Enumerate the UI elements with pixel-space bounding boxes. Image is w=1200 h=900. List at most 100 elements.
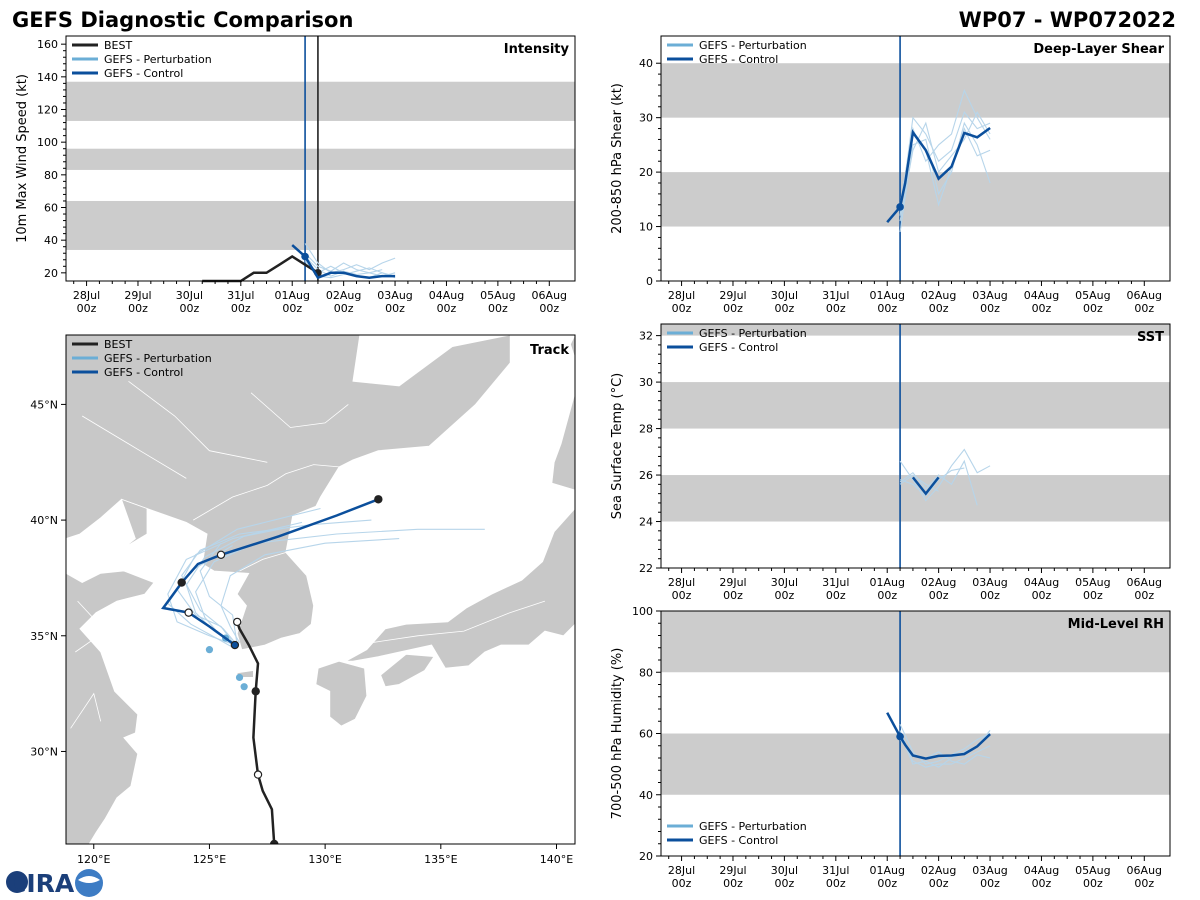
threshold-band (66, 200, 575, 250)
x-tick-label-date: 01Aug (869, 576, 904, 589)
control-track-marker (184, 608, 193, 617)
threshold-band (661, 733, 1170, 795)
province-border (192, 464, 340, 521)
legend-label: GEFS - Control (104, 366, 183, 379)
x-tick-label-hour: 00z (1134, 877, 1154, 890)
x-tick-label-hour: 00z (877, 877, 897, 890)
control-marker (896, 732, 904, 741)
x-tick-label-date: 05Aug (1075, 864, 1110, 877)
x-tick-label-date: 06Aug (1127, 576, 1162, 589)
best-track-marker (253, 770, 263, 779)
perturbation-track-line (167, 521, 303, 646)
perturbation-member-line (899, 121, 991, 233)
legend-label: GEFS - Perturbation (699, 327, 807, 340)
control-track-marker (374, 495, 383, 504)
legend-label: GEFS - Control (699, 834, 778, 847)
sst-panel: 22242628303228Jul00z29Jul00z30Jul00z31Ju… (610, 323, 1171, 602)
perturbation-position-marker (205, 646, 214, 654)
x-tick-label-hour: 00z (1134, 589, 1154, 602)
figure-title-left: GEFS Diagnostic Comparison (12, 8, 353, 32)
figure-title-right: WP07 - WP072022 (959, 8, 1176, 32)
x-tick-label-date: 31Jul (822, 864, 849, 877)
x-tick-label-date: 02Aug (921, 864, 956, 877)
y-tick-label: 20 (44, 267, 58, 280)
map-layer (66, 335, 575, 844)
x-tick-label-hour: 00z (1032, 302, 1052, 315)
x-tick-label-hour: 00z (1032, 877, 1052, 890)
x-tick-label-date: 04Aug (1024, 576, 1059, 589)
y-tick-label: 40 (44, 234, 58, 247)
control-track-marker (216, 550, 226, 559)
x-tick-label-date: 03Aug (972, 289, 1007, 302)
x-tick-label-hour: 00z (775, 302, 795, 315)
x-tick-label-hour: 00z (826, 302, 846, 315)
x-tick-label-hour: 00z (1083, 877, 1103, 890)
y-tick-label: 0 (646, 275, 653, 288)
x-tick-label-date: 29Jul (124, 289, 151, 302)
y-tick-label: 35°N (30, 630, 58, 643)
x-tick-label-hour: 00z (826, 877, 846, 890)
province-border (250, 392, 349, 428)
x-tick-label-hour: 00z (488, 302, 508, 315)
x-tick-label-hour: 00z (128, 302, 148, 315)
y-tick-label: 30 (639, 112, 653, 125)
x-tick-label-date: 06Aug (1127, 864, 1162, 877)
y-tick-label: 10 (639, 221, 653, 234)
x-tick-label-hour: 00z (1134, 302, 1154, 315)
x-tick-label-hour: 00z (877, 302, 897, 315)
cira-logo: CIRA (6, 869, 103, 898)
province-border (70, 692, 102, 729)
legend-label: GEFS - Perturbation (699, 39, 807, 52)
province-border (239, 552, 286, 572)
y-tick-label: 120 (37, 104, 58, 117)
y-axis-label: 700-500 hPa Humidity (%) (610, 648, 625, 820)
x-tick-label-hour: 00z (282, 302, 302, 315)
perturbation-member-line (899, 111, 991, 222)
y-tick-label: 80 (639, 666, 653, 679)
y-tick-label: 160 (37, 38, 58, 51)
threshold-band (661, 324, 1170, 336)
x-tick-label-date: 06Aug (1127, 289, 1162, 302)
rh-panel: 2040608010028Jul00z29Jul00z30Jul00z31Jul… (610, 605, 1171, 890)
legend-label: GEFS - Control (699, 53, 778, 66)
perturbation-position-marker (235, 673, 244, 682)
control-track-line (161, 498, 379, 647)
best-track-marker (251, 687, 260, 696)
threshold-band (661, 172, 1170, 227)
perturbation-member-line (304, 243, 396, 274)
x-tick-label-hour: 00z (1083, 589, 1103, 602)
track-panel: 120°E 125°E 130°E 135°E 140°E 30°N 35°N 40°N 45°… (30, 334, 576, 866)
perturbation-member-line (899, 448, 991, 502)
threshold-band (661, 63, 1170, 118)
province-border (75, 600, 106, 653)
x-tick-label-date: 31Jul (822, 576, 849, 589)
intensity-panel: 2040608010012014016028Jul00z29Jul00z30Ju… (15, 35, 576, 315)
x-tick-label-hour: 00z (385, 302, 405, 315)
land-honshu (345, 507, 575, 669)
x-tick-label-date: 01Aug (869, 289, 904, 302)
x-tick-label-hour: 00z (980, 877, 1000, 890)
land-hokkaido (551, 392, 575, 491)
threshold-band (661, 611, 1170, 673)
y-tick-label: 40 (639, 57, 653, 70)
x-tick-label-date: 30Jul (176, 289, 203, 302)
legend-label: GEFS - Perturbation (104, 53, 212, 66)
threshold-band (66, 81, 575, 121)
y-tick-label: 140 (37, 71, 58, 84)
x-tick-label-hour: 00z (929, 589, 949, 602)
y-tick-label: 100 (632, 605, 653, 618)
best-track-marker (270, 839, 279, 844)
x-tick-label-date: 28Jul (668, 864, 695, 877)
x-tick-label-hour: 00z (980, 589, 1000, 602)
x-tick-label-hour: 00z (877, 589, 897, 602)
best-track-line (236, 621, 276, 844)
y-tick-label: 28 (639, 423, 653, 436)
land-east-china (66, 570, 155, 844)
control-line (886, 712, 991, 760)
panel-title: Track (530, 343, 569, 358)
x-tick-label: 135°E (424, 853, 457, 866)
perturbation-track-line (199, 542, 238, 646)
perturbation-member-line (899, 111, 991, 216)
panel-title: Deep-Layer Shear (1033, 42, 1164, 57)
shear-panel: 01020304028Jul00z29Jul00z30Jul00z31Jul00… (610, 35, 1171, 315)
